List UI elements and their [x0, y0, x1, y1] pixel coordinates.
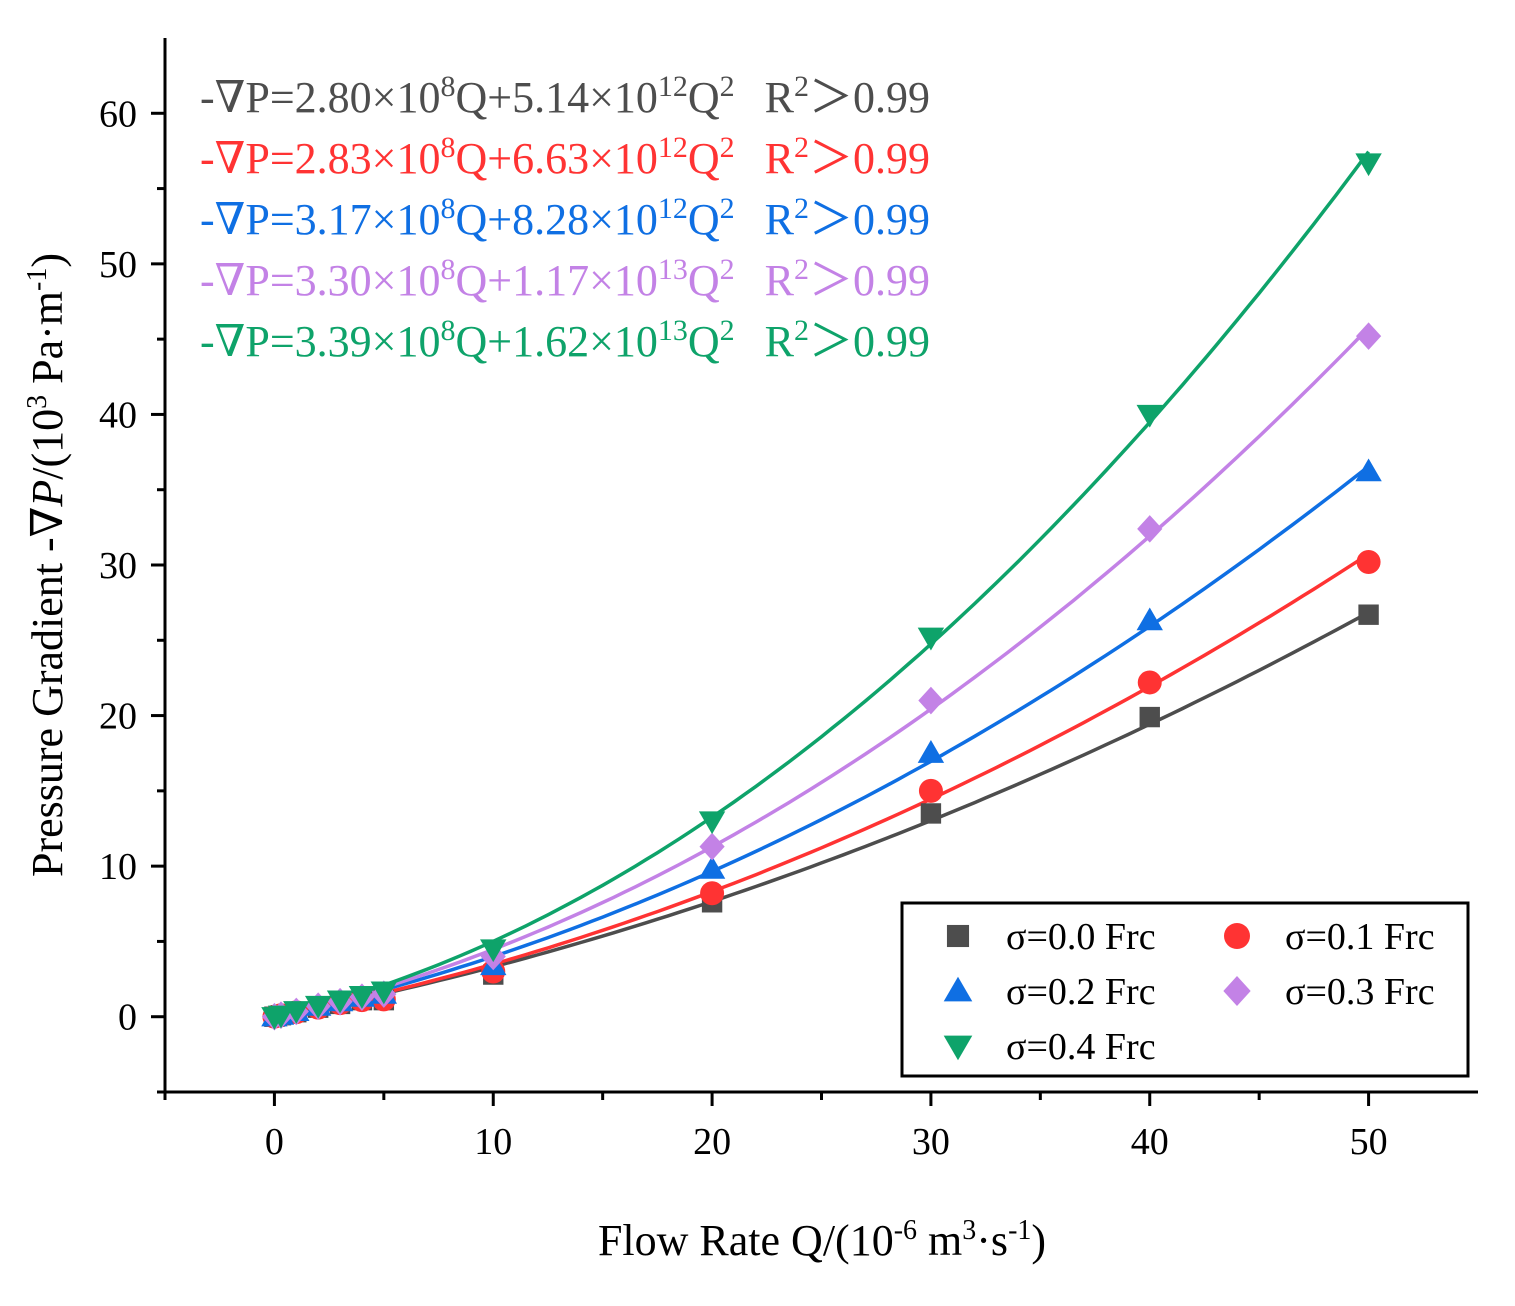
- data-point: [917, 740, 945, 763]
- data-point: [1139, 706, 1160, 728]
- fit-curves: [273, 150, 1371, 1019]
- x-axis-title: Flow Rate Q/(10-6 m3·s-1): [598, 1215, 1046, 1265]
- legend-marker: [1224, 923, 1250, 949]
- y-tick-label: 50: [99, 244, 137, 286]
- fit-curve: [274, 465, 1370, 1019]
- y-tick-label: 60: [99, 93, 137, 135]
- y-tick-label: 30: [99, 545, 137, 587]
- data-point: [1355, 153, 1382, 177]
- fit-equation: -∇P=3.17×108Q+8.28×1012Q2 R2＞0.99: [200, 192, 930, 244]
- data-point: [1356, 549, 1381, 574]
- x-tick-label: 30: [912, 1121, 950, 1163]
- fit-equation: -∇P=2.83×108Q+6.63×1012Q2 R2＞0.99: [200, 131, 930, 183]
- legend-box: [900, 901, 1470, 1078]
- x-tick-label: 0: [265, 1121, 284, 1163]
- y-axis-title: Pressure Gradient -∇P/(103 Pa·m-1): [22, 253, 72, 877]
- fit-curve: [274, 326, 1370, 1019]
- legend-label: σ=0.4 Frc: [1006, 1026, 1156, 1068]
- data-point: [1136, 404, 1163, 428]
- data-point: [480, 939, 507, 963]
- fit-curve: [274, 552, 1370, 1019]
- fit-equation: -∇P=2.80×108Q+5.14×1012Q2 R2＞0.99: [200, 70, 930, 122]
- fit-equation: -∇P=3.39×108Q+1.62×1013Q2 R2＞0.99: [200, 314, 930, 366]
- data-point: [370, 981, 398, 1005]
- legend-label: σ=0.2 Frc: [1006, 971, 1156, 1013]
- data-point: [1137, 515, 1163, 543]
- data-point: [1355, 458, 1382, 482]
- data-point: [1355, 322, 1382, 350]
- data-point: [699, 832, 725, 861]
- data-point: [698, 811, 726, 835]
- fit-curve: [273, 150, 1371, 1019]
- y-tick-label: 20: [99, 696, 137, 738]
- data-point: [918, 778, 943, 803]
- legend-label: σ=0.0 Frc: [1006, 916, 1156, 958]
- x-tick-label: 40: [1131, 1121, 1169, 1163]
- data-point: [1136, 607, 1163, 631]
- x-tick-label: 10: [474, 1121, 512, 1163]
- legend-marker: [946, 924, 970, 948]
- legend-marker: [1223, 976, 1251, 1006]
- data-point: [1137, 670, 1162, 695]
- data-point: [304, 995, 332, 1019]
- legend-marker: [943, 1035, 973, 1061]
- fit-equations: -∇P=2.80×108Q+5.14×1012Q2 R2＞0.99 -∇P=2.83…: [200, 70, 930, 366]
- fit-equation: -∇P=3.30×108Q+1.17×1013Q2 R2＞0.99: [200, 253, 930, 305]
- data-point: [700, 881, 725, 906]
- data-markers: [261, 153, 1382, 1031]
- data-point: [698, 855, 726, 879]
- fit-curve: [274, 610, 1370, 1019]
- y-tick-label: 40: [99, 394, 137, 436]
- x-tick-label: 50: [1350, 1121, 1388, 1163]
- legend-label: σ=0.1 Frc: [1285, 916, 1435, 958]
- data-point: [918, 686, 944, 715]
- data-point: [917, 627, 945, 651]
- legend: σ=0.0 Frc σ=0.1 Frc σ=0.2 Frc σ=0.3 Frc σ=0.…: [900, 901, 1470, 1078]
- y-tick-label: 10: [99, 846, 137, 888]
- data-point: [1358, 604, 1379, 625]
- data-point: [326, 990, 354, 1014]
- data-point: [920, 803, 942, 824]
- data-point: [267, 1005, 295, 1029]
- data-point: [348, 986, 376, 1009]
- legend-marker: [943, 976, 973, 1002]
- y-tick-label: 0: [118, 997, 137, 1039]
- data-point: [283, 1001, 310, 1024]
- legend-label: σ=0.3 Frc: [1285, 971, 1435, 1013]
- x-tick-label: 20: [693, 1121, 731, 1163]
- axes: 0 10 20 30 40 50 0 10 20 30 40 50 60: [99, 38, 1478, 1163]
